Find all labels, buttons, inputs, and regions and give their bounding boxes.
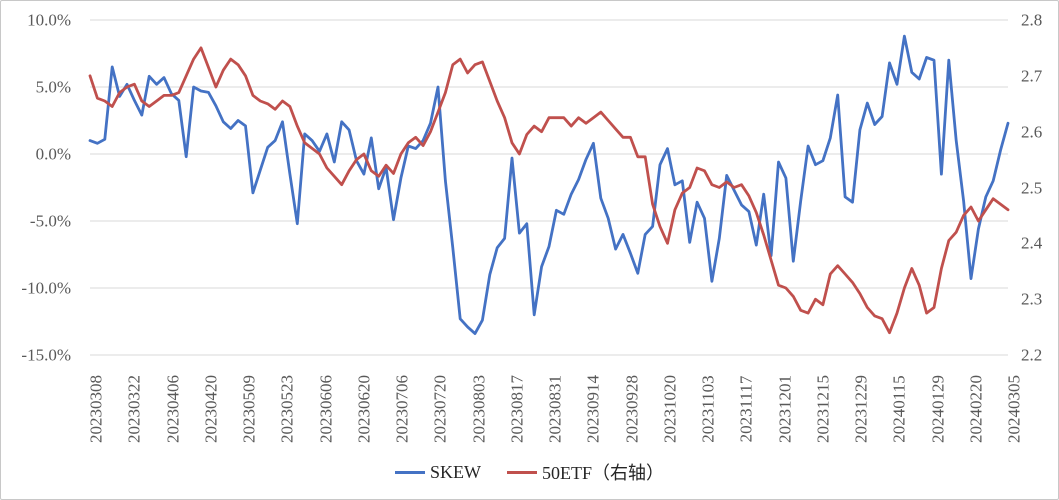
legend-item-etf: 50ETF（右轴）: [506, 459, 664, 485]
x-axis-tick-label: 20240115: [889, 375, 909, 443]
x-axis-tick-label: 20230420: [201, 375, 221, 443]
x-axis-tick-label: 20240129: [928, 375, 947, 443]
legend-line-swatch: [394, 470, 425, 474]
y-axis-left-tick-label: -10.0%: [21, 278, 71, 298]
x-axis-tick-label: 20230606: [316, 375, 335, 443]
y-axis-right-tick-label: 2.8: [1021, 10, 1043, 30]
y-axis-left-tick-label: 10.0%: [27, 10, 71, 30]
chart-legend: SKEW 50ETF（右轴）: [1, 459, 1058, 485]
legend-label: SKEW: [429, 461, 481, 482]
series-line-skew: [88, 34, 1010, 336]
x-axis-tick-label: 20240220: [966, 375, 986, 443]
x-axis-tick-label: 20231103: [698, 375, 718, 443]
x-axis-tick-label: 20230406: [163, 375, 182, 443]
series-line-etf: [88, 46, 1010, 335]
legend-line-swatch: [506, 470, 537, 474]
x-axis-tick-label: 20240305: [1004, 375, 1024, 443]
x-axis-tick-label: 20231020: [660, 375, 680, 443]
x-axis-tick-label: 20230831: [545, 375, 565, 443]
x-axis-tick-label: 20230928: [622, 375, 641, 443]
legend-label: 50ETF（右轴）: [541, 463, 664, 483]
x-axis-tick-label: 20231117: [736, 375, 756, 443]
y-axis-right-tick-label: 2.6: [1021, 122, 1043, 142]
x-axis-tick-label: 20230720: [430, 375, 450, 443]
x-axis-tick-label: 20230620: [354, 375, 374, 443]
legend-item-skew: SKEW: [394, 461, 481, 483]
x-axis-tick-label: 20230322: [124, 375, 144, 443]
y-axis-right-tick-label: 2.7: [1021, 66, 1043, 86]
x-axis-tick-label: 20231201: [775, 375, 794, 443]
x-axis-tick-label: 20230803: [469, 375, 488, 443]
y-axis-right-tick-label: 2.3: [1021, 289, 1043, 309]
x-axis-tick-label: 20230914: [583, 375, 603, 443]
y-axis-left-tick-label: 0.0%: [35, 144, 71, 164]
y-axis-left-tick-label: 5.0%: [35, 77, 71, 97]
y-axis-right-tick-label: 2.2: [1021, 345, 1043, 365]
x-axis-tick-label: 20231215: [813, 375, 833, 443]
y-axis-left-tick-label: -5.0%: [29, 211, 71, 231]
y-axis-right-tick-label: 2.5: [1021, 178, 1043, 197]
y-axis-left-tick-label: -15.0%: [21, 345, 71, 365]
y-axis-right-tick-label: 2.4: [1021, 233, 1043, 253]
x-axis-tick-label: 20231229: [851, 375, 871, 443]
x-axis-tick-label: 20230308: [86, 375, 106, 443]
x-axis-tick-label: 20230706: [392, 375, 412, 443]
x-axis-tick-label: 20230523: [277, 375, 297, 443]
x-axis-tick-label: 20230817: [507, 375, 527, 443]
x-axis-tick-label: 20230509: [239, 375, 259, 443]
